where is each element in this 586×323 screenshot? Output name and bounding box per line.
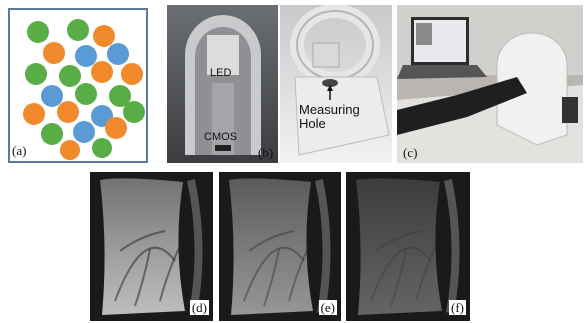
vein-image — [90, 172, 213, 321]
panel-label: (c) — [403, 146, 417, 159]
panel-label: (d) — [190, 300, 209, 315]
annotation: CMOS — [204, 131, 237, 143]
panel-d: (d) — [90, 172, 213, 321]
vein-image — [219, 172, 341, 321]
panel-b: LED CMOS Measuring Hole (b) — [167, 5, 392, 163]
panel-label: (e) — [319, 300, 337, 315]
panel-a: (a) — [8, 8, 148, 163]
panel-f: (f) — [346, 172, 470, 321]
panel-label: (a) — [12, 144, 26, 157]
panel-label: (f) — [449, 300, 466, 315]
panel-label: (b) — [258, 146, 273, 159]
panel-e: (e) — [219, 172, 341, 321]
figure: (a) LED CMOS Measuring Hole (b) — [0, 0, 586, 323]
vein-image — [346, 172, 470, 321]
panel-c: (c) — [397, 5, 583, 163]
annotation: Measuring Hole — [299, 103, 369, 132]
led-array-diagram — [8, 8, 148, 163]
annotation: LED — [210, 67, 231, 79]
setup-photo — [397, 5, 583, 163]
device-renders — [167, 5, 392, 163]
